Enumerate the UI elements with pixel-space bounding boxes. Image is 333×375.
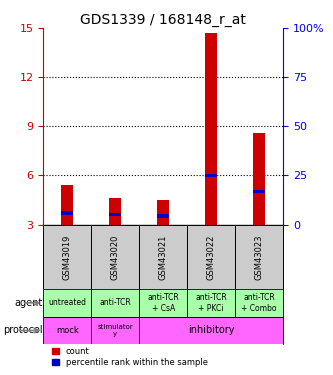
Bar — [139, 316, 283, 344]
Bar — [109, 198, 121, 225]
Bar — [235, 225, 283, 289]
Text: anti-TCR
+ PKCi: anti-TCR + PKCi — [195, 293, 227, 312]
Text: inhibitory: inhibitory — [188, 326, 234, 336]
Title: GDS1339 / 168148_r_at: GDS1339 / 168148_r_at — [80, 13, 246, 27]
Bar — [61, 211, 73, 215]
Bar — [139, 225, 187, 289]
Bar — [61, 185, 73, 225]
Bar — [205, 33, 217, 225]
Bar — [253, 133, 265, 225]
Text: protocol: protocol — [3, 326, 42, 336]
Bar — [91, 225, 139, 289]
Bar — [91, 289, 139, 316]
Bar — [187, 289, 235, 316]
Bar — [43, 316, 91, 344]
Bar — [91, 316, 139, 344]
Bar — [205, 174, 217, 177]
Bar — [43, 225, 91, 289]
Bar — [157, 214, 169, 218]
Bar — [157, 200, 169, 225]
Text: GSM43023: GSM43023 — [254, 234, 264, 280]
Legend: count, percentile rank within the sample: count, percentile rank within the sample — [52, 347, 207, 367]
Text: agent: agent — [14, 298, 42, 308]
Text: untreated: untreated — [48, 298, 86, 307]
Bar — [109, 213, 121, 216]
Bar — [235, 289, 283, 316]
Bar — [139, 289, 187, 316]
Text: stimulator
y: stimulator y — [97, 324, 133, 337]
Text: GSM43021: GSM43021 — [159, 234, 168, 279]
Text: GSM43020: GSM43020 — [111, 234, 120, 279]
Text: anti-TCR
+ Combo: anti-TCR + Combo — [241, 293, 277, 312]
Text: anti-TCR
+ CsA: anti-TCR + CsA — [147, 293, 179, 312]
Text: mock: mock — [56, 326, 79, 335]
Bar — [187, 225, 235, 289]
Text: GSM43019: GSM43019 — [63, 234, 72, 279]
Text: anti-TCR: anti-TCR — [99, 298, 131, 307]
Text: GSM43022: GSM43022 — [206, 234, 216, 279]
Bar — [253, 190, 265, 194]
Bar — [43, 289, 91, 316]
